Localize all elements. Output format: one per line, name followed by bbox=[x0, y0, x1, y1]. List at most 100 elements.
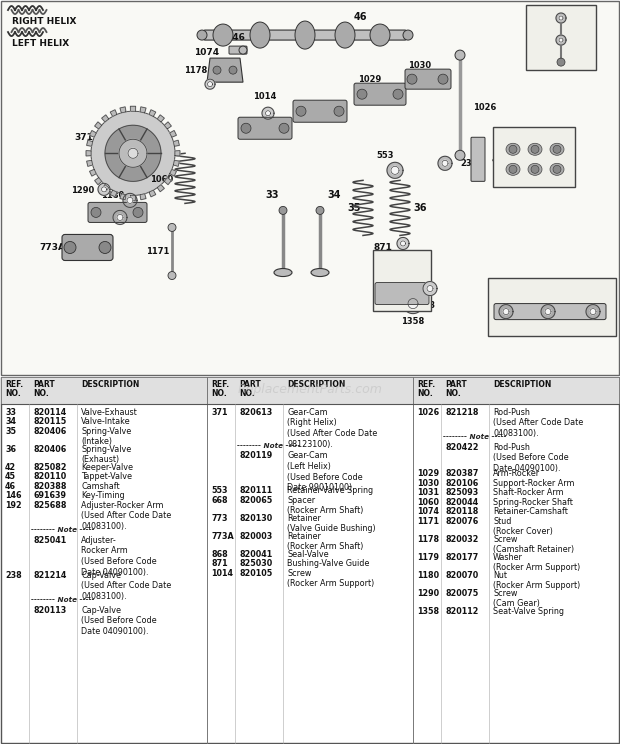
Text: 691639: 691639 bbox=[33, 491, 66, 500]
Text: REF.
NO.: REF. NO. bbox=[417, 379, 435, 399]
Circle shape bbox=[213, 66, 221, 74]
Polygon shape bbox=[556, 35, 566, 45]
Text: 773A: 773A bbox=[39, 243, 65, 252]
Text: Rod-Push
(Used Before Code
Date 04090100).: Rod-Push (Used Before Code Date 04090100… bbox=[493, 443, 569, 473]
Polygon shape bbox=[128, 148, 138, 158]
Text: -------- Note -----: -------- Note ----- bbox=[31, 527, 94, 533]
Text: 36: 36 bbox=[414, 203, 427, 214]
Ellipse shape bbox=[274, 269, 292, 277]
FancyBboxPatch shape bbox=[354, 83, 406, 105]
Text: 146: 146 bbox=[226, 33, 244, 42]
Text: 1060: 1060 bbox=[417, 498, 439, 507]
Text: 820115: 820115 bbox=[33, 417, 66, 426]
Text: 34: 34 bbox=[327, 190, 341, 200]
Text: PART
NO.: PART NO. bbox=[239, 379, 261, 399]
Text: 820044: 820044 bbox=[445, 498, 478, 507]
Polygon shape bbox=[102, 185, 108, 192]
Polygon shape bbox=[120, 107, 126, 113]
Text: 1180: 1180 bbox=[102, 191, 125, 200]
Text: 1029: 1029 bbox=[358, 75, 382, 84]
Text: Spring-Valve
(Exhaust): Spring-Valve (Exhaust) bbox=[81, 445, 131, 464]
Polygon shape bbox=[401, 241, 405, 246]
Circle shape bbox=[357, 89, 367, 99]
Text: Screw
(Camshaft Retainer): Screw (Camshaft Retainer) bbox=[493, 535, 574, 554]
Circle shape bbox=[334, 106, 344, 116]
Text: 1030: 1030 bbox=[409, 61, 432, 70]
Ellipse shape bbox=[528, 144, 542, 155]
Text: 33: 33 bbox=[265, 190, 279, 200]
Polygon shape bbox=[113, 211, 127, 225]
FancyBboxPatch shape bbox=[62, 234, 113, 260]
Polygon shape bbox=[164, 178, 171, 185]
Circle shape bbox=[241, 124, 251, 133]
FancyBboxPatch shape bbox=[88, 202, 147, 222]
Circle shape bbox=[316, 206, 324, 214]
Text: 825093: 825093 bbox=[445, 488, 478, 497]
Text: 34: 34 bbox=[5, 417, 16, 426]
Text: 238: 238 bbox=[460, 158, 477, 168]
Circle shape bbox=[64, 242, 76, 254]
Circle shape bbox=[509, 165, 517, 173]
FancyBboxPatch shape bbox=[293, 100, 347, 122]
Polygon shape bbox=[89, 170, 96, 176]
Polygon shape bbox=[102, 187, 107, 192]
Circle shape bbox=[91, 208, 101, 217]
Text: 820111: 820111 bbox=[239, 487, 272, 496]
Text: 33: 33 bbox=[5, 408, 16, 417]
Text: 821218: 821218 bbox=[445, 408, 479, 417]
Text: 1014: 1014 bbox=[254, 92, 277, 101]
Polygon shape bbox=[205, 79, 215, 89]
Text: 42: 42 bbox=[5, 463, 16, 472]
Ellipse shape bbox=[311, 269, 329, 277]
Text: 820406: 820406 bbox=[33, 427, 66, 436]
Polygon shape bbox=[102, 115, 108, 122]
FancyBboxPatch shape bbox=[405, 69, 451, 89]
Circle shape bbox=[239, 46, 247, 54]
Ellipse shape bbox=[213, 24, 233, 46]
FancyBboxPatch shape bbox=[494, 304, 606, 320]
Text: Washer
(Rocker Arm Support): Washer (Rocker Arm Support) bbox=[493, 553, 580, 572]
Text: 820113: 820113 bbox=[33, 606, 66, 615]
Polygon shape bbox=[427, 286, 433, 292]
Circle shape bbox=[509, 145, 517, 153]
Bar bbox=[526, 5, 596, 70]
Text: 820041: 820041 bbox=[239, 550, 272, 559]
Polygon shape bbox=[262, 107, 274, 119]
Text: RIGHT HELIX: RIGHT HELIX bbox=[12, 17, 76, 26]
Text: 821214: 821214 bbox=[33, 571, 66, 580]
Text: 820422: 820422 bbox=[445, 443, 479, 452]
Text: 36: 36 bbox=[5, 445, 16, 454]
Text: 553: 553 bbox=[211, 487, 228, 496]
Circle shape bbox=[553, 165, 561, 173]
Text: 1014: 1014 bbox=[211, 568, 233, 578]
Circle shape bbox=[133, 208, 143, 217]
Text: 820075: 820075 bbox=[445, 589, 478, 597]
Polygon shape bbox=[149, 190, 156, 197]
Text: 238: 238 bbox=[5, 571, 22, 580]
Text: Spring-Rocker Shaft: Spring-Rocker Shaft bbox=[493, 498, 573, 507]
Text: 1031: 1031 bbox=[492, 278, 517, 286]
Polygon shape bbox=[95, 122, 102, 129]
Text: 820118: 820118 bbox=[445, 507, 479, 516]
Ellipse shape bbox=[506, 144, 520, 155]
Circle shape bbox=[407, 74, 417, 84]
Bar bbox=[1, 376, 619, 404]
Polygon shape bbox=[119, 139, 147, 167]
Bar bbox=[488, 278, 616, 336]
Text: 371: 371 bbox=[211, 408, 228, 417]
Polygon shape bbox=[105, 125, 161, 182]
Text: DESCRIPTION: DESCRIPTION bbox=[81, 379, 140, 388]
Text: DESCRIPTION: DESCRIPTION bbox=[493, 379, 551, 388]
Text: 871: 871 bbox=[374, 243, 393, 252]
Text: 773A: 773A bbox=[551, 317, 575, 326]
Text: 1171: 1171 bbox=[146, 247, 170, 256]
Text: 1179: 1179 bbox=[92, 214, 115, 223]
Text: 371: 371 bbox=[74, 132, 94, 142]
Text: 42: 42 bbox=[497, 127, 510, 136]
Text: 820105: 820105 bbox=[239, 568, 272, 578]
Text: Spring-Valve
(Intake): Spring-Valve (Intake) bbox=[81, 427, 131, 446]
Polygon shape bbox=[123, 193, 137, 208]
Polygon shape bbox=[541, 304, 555, 318]
Text: 1031: 1031 bbox=[417, 488, 439, 497]
Text: 820032: 820032 bbox=[445, 535, 479, 544]
